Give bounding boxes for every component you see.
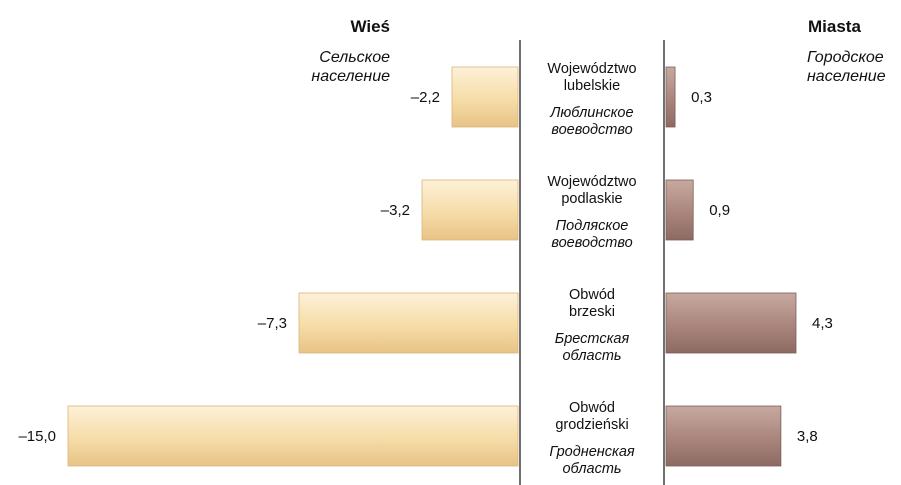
value-label-urban-1: 0,9 [709,202,730,219]
category-label-pl-0: Województwo lubelskie [547,61,636,94]
category-label-ru-3: Гродненская область [549,444,635,477]
value-label-urban-0: 0,3 [691,89,712,106]
bar-rural-3 [67,405,519,467]
bar-rural-0 [451,66,519,128]
value-label-rural-2: –7,3 [258,315,287,332]
bar-rural-1 [421,179,519,241]
left-header-title: Wieś [350,17,390,36]
value-label-rural-1: –3,2 [381,202,410,219]
value-label-urban-2: 4,3 [812,315,833,332]
bar-urban-2 [665,292,797,354]
value-label-rural-0: –2,2 [411,89,440,106]
category-label-pl-1: Województwo podlaskie [547,174,636,207]
labels-group: –2,2 0,3 Województwo lubelskie Люблинское вое… [18,61,832,477]
bar-urban-1 [665,179,694,241]
bars-group [67,66,797,467]
bar-urban-0 [665,66,676,128]
bar-urban-3 [665,405,782,467]
value-label-rural-3: –15,0 [18,428,56,445]
category-label-pl-3: Obwód grodzieński [555,400,628,433]
left-header-subtitle: Сельское население [311,49,390,85]
category-label-ru-0: Люблинское воеводство [549,105,633,138]
right-header-subtitle: Городское население [807,49,886,85]
category-label-ru-1: Подляское воеводство [551,218,632,251]
category-label-ru-2: Брестская область [555,331,630,364]
value-label-urban-3: 3,8 [797,428,818,445]
bar-rural-2 [298,292,519,354]
category-label-pl-2: Obwód brzeski [569,287,615,320]
right-header-title: Miasta [808,17,861,36]
